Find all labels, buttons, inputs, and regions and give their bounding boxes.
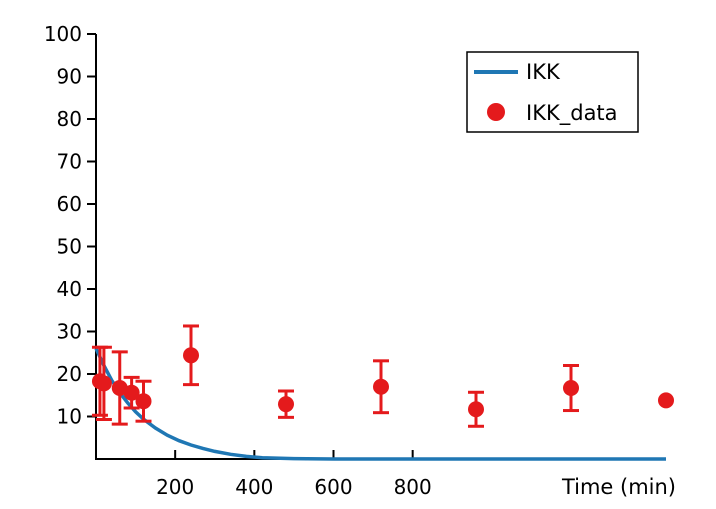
data-point bbox=[123, 384, 140, 401]
y-tick-label: 70 bbox=[57, 150, 82, 174]
data-point bbox=[278, 396, 294, 413]
data-points-layer bbox=[91, 324, 674, 428]
y-tick-label: 60 bbox=[57, 192, 82, 216]
data-point bbox=[183, 347, 199, 364]
legend-label-ikk-data: IKK_data bbox=[526, 101, 618, 126]
data-point bbox=[563, 380, 579, 397]
legend-label-ikk: IKK bbox=[526, 60, 561, 84]
x-tick-label: 600 bbox=[314, 475, 352, 499]
ikk-model-line bbox=[94, 347, 666, 461]
data-point bbox=[373, 378, 389, 395]
model-line-layer bbox=[94, 347, 666, 461]
y-tick-label: 80 bbox=[57, 107, 82, 131]
y-tick-label: 90 bbox=[57, 65, 82, 89]
legend-marker-swatch bbox=[487, 103, 505, 121]
axes: 10 20 30 40 50 60 70 80 90 100 200 400 600 800 bbox=[44, 22, 666, 499]
y-tick-label: 100 bbox=[44, 22, 82, 46]
y-tick-label: 20 bbox=[57, 362, 82, 386]
legend: IKK IKK_data bbox=[466, 51, 639, 133]
data-point bbox=[658, 392, 674, 409]
y-tick-label: 10 bbox=[57, 405, 82, 429]
x-tick-label: 800 bbox=[394, 475, 432, 499]
x-axis-title: Time (min) bbox=[561, 475, 676, 499]
data-point bbox=[95, 375, 112, 392]
data-point bbox=[135, 393, 152, 410]
data-point bbox=[468, 401, 484, 418]
y-tick-label: 30 bbox=[57, 320, 82, 344]
y-tick-label: 50 bbox=[57, 235, 82, 259]
x-tick-label: 200 bbox=[156, 475, 194, 499]
y-tick-label: 40 bbox=[57, 277, 82, 301]
x-tick-label: 400 bbox=[235, 475, 273, 499]
